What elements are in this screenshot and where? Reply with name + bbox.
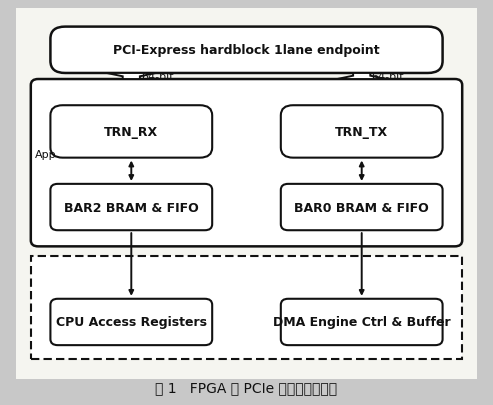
FancyBboxPatch shape: [281, 299, 443, 345]
FancyBboxPatch shape: [281, 106, 443, 158]
Text: BAR2 BRAM & FIFO: BAR2 BRAM & FIFO: [64, 201, 199, 214]
Text: TRN_RX: TRN_RX: [104, 126, 158, 139]
FancyBboxPatch shape: [50, 299, 212, 345]
Text: 图 1   FPGA 的 PCIe 接口及事物设计: 图 1 FPGA 的 PCIe 接口及事物设计: [155, 381, 338, 394]
FancyBboxPatch shape: [50, 28, 443, 74]
Text: 64-bit: 64-bit: [372, 72, 404, 82]
Polygon shape: [337, 74, 386, 80]
FancyBboxPatch shape: [31, 80, 462, 247]
FancyBboxPatch shape: [50, 106, 212, 158]
Text: CPU Access Registers: CPU Access Registers: [56, 315, 207, 328]
Text: DMA Engine Ctrl & Buffer: DMA Engine Ctrl & Buffer: [273, 315, 451, 328]
Text: TRN_TX: TRN_TX: [335, 126, 388, 139]
Text: BAR0 BRAM & FIFO: BAR0 BRAM & FIFO: [294, 201, 429, 214]
FancyBboxPatch shape: [50, 184, 212, 231]
Text: 64-bit: 64-bit: [141, 72, 174, 82]
Polygon shape: [107, 74, 156, 80]
FancyBboxPatch shape: [281, 184, 443, 231]
Text: App: App: [35, 149, 56, 159]
Bar: [31, 257, 462, 359]
Text: PCI-Express hardblock 1lane endpoint: PCI-Express hardblock 1lane endpoint: [113, 44, 380, 57]
